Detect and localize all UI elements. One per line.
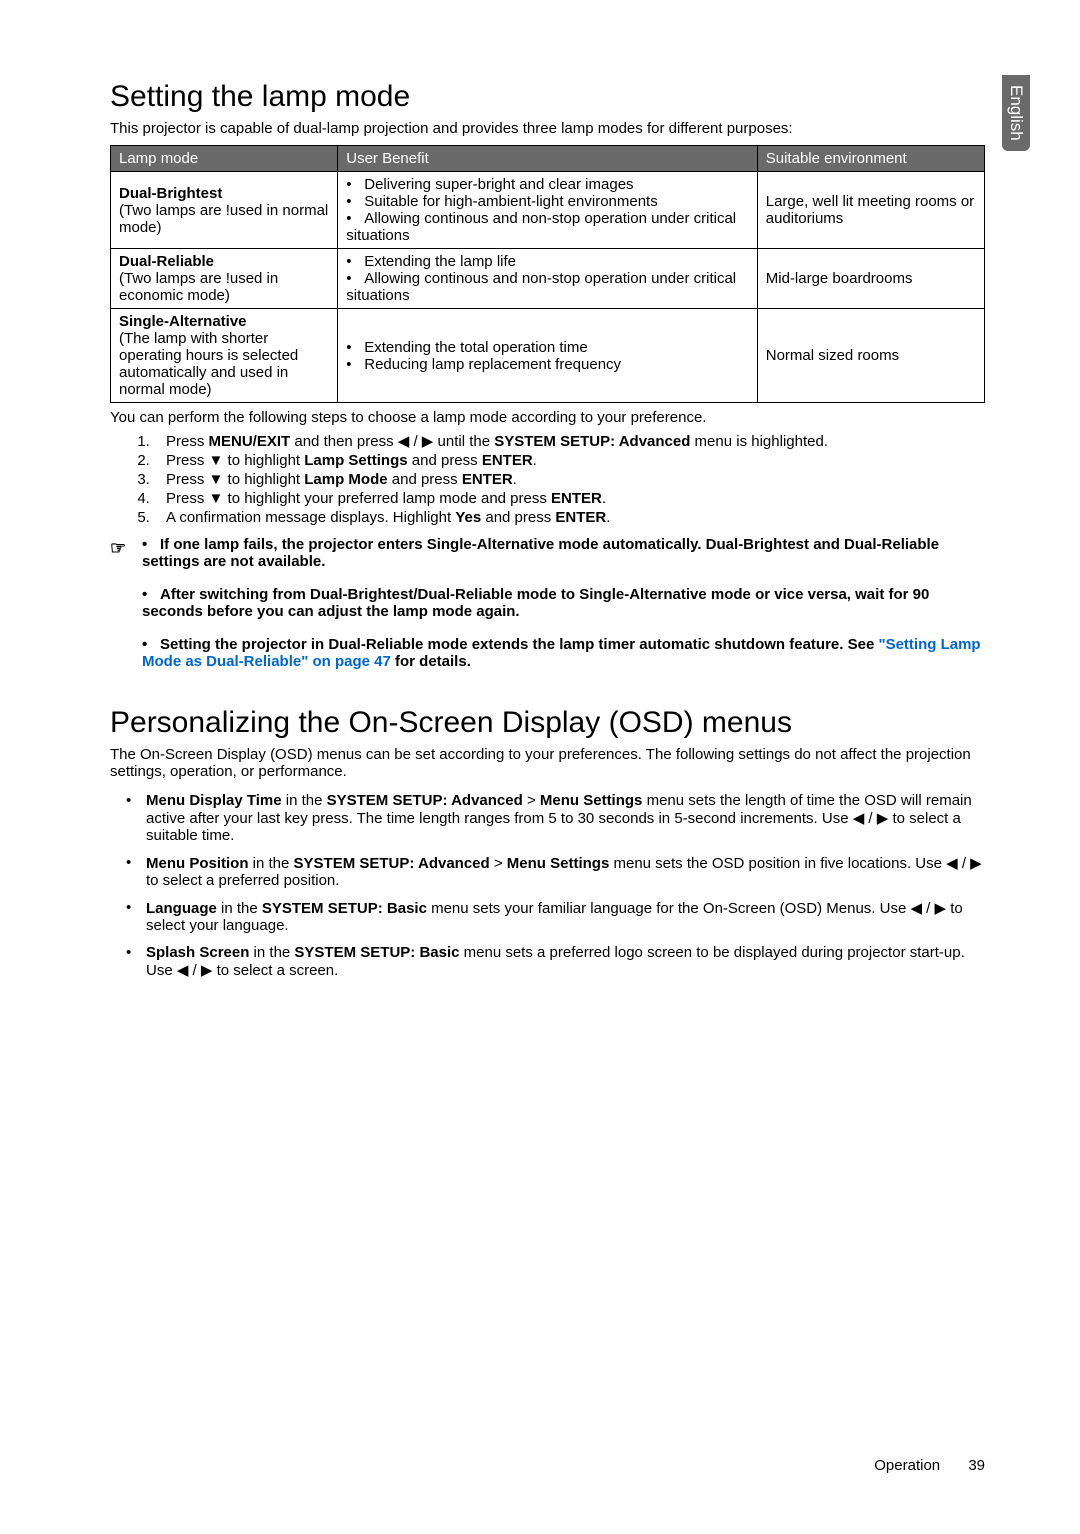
step-item: Press ▼ to highlight your preferred lamp…	[154, 490, 985, 507]
th-environment: Suitable environment	[757, 146, 984, 172]
osd-item: Language in the SYSTEM SETUP: Basic menu…	[146, 899, 985, 934]
page-footer: Operation 39	[874, 1457, 985, 1474]
table-row: Single-Alternative(The lamp with shorter…	[111, 309, 985, 403]
footer-page-number: 39	[968, 1457, 985, 1474]
language-tab: English	[1002, 75, 1030, 151]
page-content: Setting the lamp mode This projector is …	[0, 0, 1080, 1029]
step-item: Press ▼ to highlight Lamp Mode and press…	[154, 471, 985, 488]
osd-item: Menu Display Time in the SYSTEM SETUP: A…	[146, 792, 985, 844]
footer-label: Operation	[874, 1457, 940, 1474]
section2-intro: The On-Screen Display (OSD) menus can be…	[110, 746, 985, 780]
section2-title: Personalizing the On-Screen Display (OSD…	[110, 706, 985, 740]
steps-list: Press MENU/EXIT and then press ◀ / ▶ unt…	[110, 432, 985, 526]
lamp-mode-table: Lamp mode User Benefit Suitable environm…	[110, 145, 985, 403]
th-user-benefit: User Benefit	[338, 146, 758, 172]
note-block: ☞ If one lamp fails, the projector enter…	[110, 536, 985, 686]
step-item: Press MENU/EXIT and then press ◀ / ▶ unt…	[154, 432, 985, 450]
osd-list: Menu Display Time in the SYSTEM SETUP: A…	[110, 792, 985, 979]
note-item: After switching from Dual-Brightest/Dual…	[142, 586, 985, 620]
section1-intro: This projector is capable of dual-lamp p…	[110, 120, 985, 137]
notes-list: If one lamp fails, the projector enters …	[142, 536, 985, 686]
table-row: Dual-Reliable(Two lamps are !used in eco…	[111, 249, 985, 309]
osd-item: Splash Screen in the SYSTEM SETUP: Basic…	[146, 944, 985, 979]
note-item: If one lamp fails, the projector enters …	[142, 536, 985, 570]
note-item: Setting the projector in Dual-Reliable m…	[142, 636, 985, 670]
note-icon: ☞	[110, 536, 142, 686]
osd-item: Menu Position in the SYSTEM SETUP: Advan…	[146, 854, 985, 889]
steps-intro: You can perform the following steps to c…	[110, 409, 985, 426]
th-lamp-mode: Lamp mode	[111, 146, 338, 172]
section1-title: Setting the lamp mode	[110, 80, 985, 114]
table-row: Dual-Brightest(Two lamps are !used in no…	[111, 172, 985, 249]
step-item: Press ▼ to highlight Lamp Settings and p…	[154, 452, 985, 469]
step-item: A confirmation message displays. Highlig…	[154, 509, 985, 526]
